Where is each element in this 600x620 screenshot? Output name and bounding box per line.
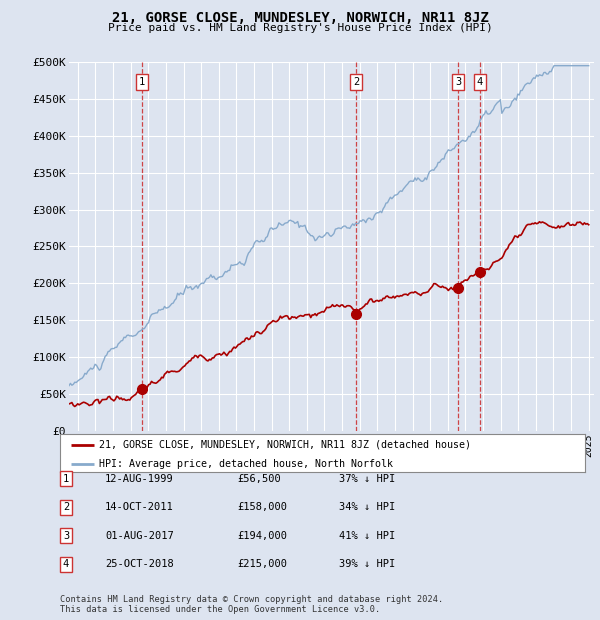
Text: £158,000: £158,000 [237,502,287,512]
Text: 21, GORSE CLOSE, MUNDESLEY, NORWICH, NR11 8JZ: 21, GORSE CLOSE, MUNDESLEY, NORWICH, NR1… [112,11,488,25]
Text: £215,000: £215,000 [237,559,287,569]
Text: £194,000: £194,000 [237,531,287,541]
Text: This data is licensed under the Open Government Licence v3.0.: This data is licensed under the Open Gov… [60,604,380,614]
Text: 25-OCT-2018: 25-OCT-2018 [105,559,174,569]
Text: 3: 3 [63,531,69,541]
Text: 4: 4 [63,559,69,569]
Text: 2: 2 [353,78,359,87]
Text: 3: 3 [455,78,461,87]
Text: 4: 4 [476,78,483,87]
Text: 21, GORSE CLOSE, MUNDESLEY, NORWICH, NR11 8JZ (detached house): 21, GORSE CLOSE, MUNDESLEY, NORWICH, NR1… [100,440,472,450]
Text: 39% ↓ HPI: 39% ↓ HPI [339,559,395,569]
Text: 12-AUG-1999: 12-AUG-1999 [105,474,174,484]
Text: 1: 1 [139,78,145,87]
Text: 41% ↓ HPI: 41% ↓ HPI [339,531,395,541]
Text: 2: 2 [63,502,69,512]
Text: HPI: Average price, detached house, North Norfolk: HPI: Average price, detached house, Nort… [100,459,394,469]
Text: 14-OCT-2011: 14-OCT-2011 [105,502,174,512]
Text: 01-AUG-2017: 01-AUG-2017 [105,531,174,541]
Text: £56,500: £56,500 [237,474,281,484]
Text: Contains HM Land Registry data © Crown copyright and database right 2024.: Contains HM Land Registry data © Crown c… [60,595,443,604]
Text: 34% ↓ HPI: 34% ↓ HPI [339,502,395,512]
Text: 1: 1 [63,474,69,484]
Text: Price paid vs. HM Land Registry's House Price Index (HPI): Price paid vs. HM Land Registry's House … [107,23,493,33]
Text: 37% ↓ HPI: 37% ↓ HPI [339,474,395,484]
